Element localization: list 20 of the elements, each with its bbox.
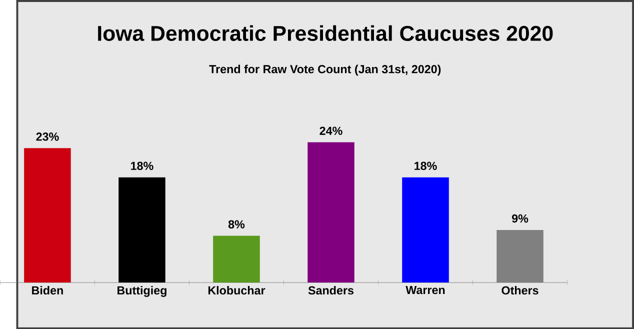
- bar: [24, 148, 71, 282]
- x-tick-label: Warren: [406, 286, 445, 294]
- bar: [308, 142, 354, 282]
- data-label: 8%: [228, 220, 245, 228]
- x-tick-label: Klobuchar: [208, 286, 266, 294]
- bar: [213, 236, 260, 282]
- data-label: 23%: [36, 132, 59, 141]
- data-label: 18%: [131, 162, 154, 170]
- chart-subtitle: Trend for Raw Vote Count (Jan 31st, 2020): [209, 64, 441, 76]
- chart-title: Iowa Democratic Presidential Caucuses 2020: [98, 25, 553, 41]
- data-label: 18%: [414, 162, 437, 170]
- x-tick-label: Biden: [32, 286, 63, 294]
- x-tick-label: Others: [502, 286, 538, 294]
- data-label: 24%: [320, 126, 342, 135]
- x-tick-label: Sanders: [308, 286, 354, 294]
- bar: [496, 230, 544, 282]
- bar: [118, 177, 166, 282]
- bar: [402, 177, 449, 282]
- data-label: 9%: [512, 214, 528, 222]
- x-tick-label: Buttigieg: [118, 286, 166, 297]
